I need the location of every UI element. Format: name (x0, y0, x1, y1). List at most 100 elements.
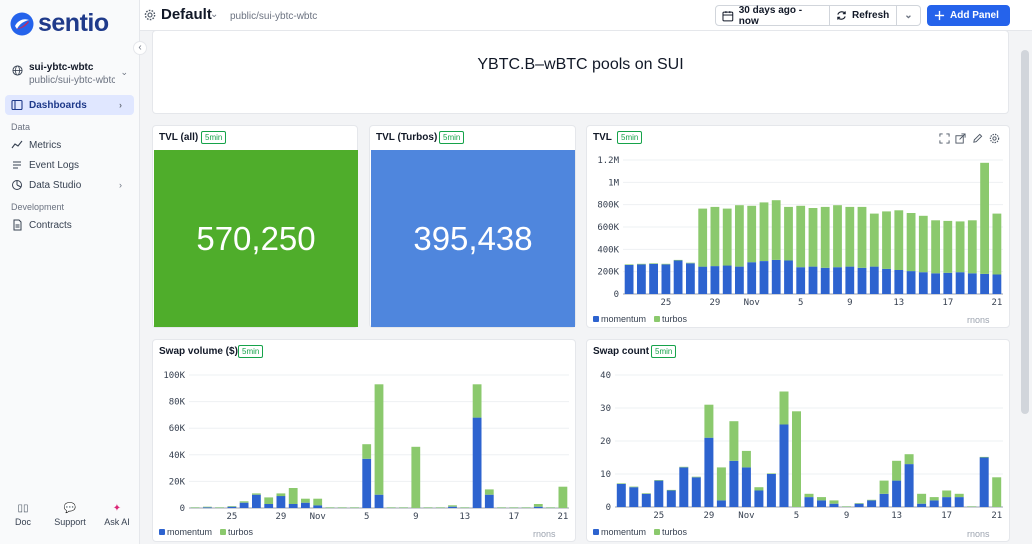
bar-turbos[interactable] (904, 454, 914, 465)
bar-turbos[interactable] (735, 205, 744, 267)
bar-momentum[interactable] (288, 504, 298, 508)
bar-turbos[interactable] (239, 501, 249, 503)
bar-momentum[interactable] (845, 266, 855, 294)
external-link-icon[interactable] (955, 133, 966, 144)
bar-momentum[interactable] (704, 437, 714, 507)
bar-turbos[interactable] (954, 493, 964, 498)
bar-momentum[interactable] (869, 266, 879, 294)
bar-turbos[interactable] (829, 500, 839, 504)
bar-turbos[interactable] (747, 205, 757, 263)
bar-momentum[interactable] (779, 424, 789, 508)
bar-momentum[interactable] (980, 273, 989, 294)
bar-momentum[interactable] (857, 267, 867, 294)
bar-turbos[interactable] (435, 507, 445, 508)
bar-momentum[interactable] (624, 265, 634, 294)
bar-momentum[interactable] (629, 487, 639, 507)
bar-turbos[interactable] (759, 202, 769, 261)
bar-turbos[interactable] (779, 391, 789, 425)
bar-momentum[interactable] (203, 507, 212, 509)
bar-turbos[interactable] (992, 213, 1002, 275)
bar-turbos[interactable] (460, 507, 470, 508)
bar-momentum[interactable] (992, 274, 1002, 295)
bar-momentum[interactable] (931, 273, 940, 294)
bar-momentum[interactable] (735, 266, 744, 294)
bar-turbos[interactable] (716, 467, 726, 501)
edit-icon[interactable] (972, 133, 983, 144)
bar-momentum[interactable] (264, 504, 274, 508)
legend-item-momentum[interactable]: momentum (593, 314, 646, 324)
bar-turbos[interactable] (771, 200, 781, 260)
bar-turbos[interactable] (929, 497, 939, 501)
bar-turbos[interactable] (448, 505, 457, 507)
bar-turbos[interactable] (729, 421, 739, 461)
bar-momentum[interactable] (710, 266, 720, 294)
bar-momentum[interactable] (882, 268, 891, 294)
bar-momentum[interactable] (817, 500, 826, 507)
bar-turbos[interactable] (691, 476, 701, 478)
legend-item-turbos[interactable]: turbos (654, 314, 687, 324)
bar-turbos[interactable] (624, 264, 634, 265)
bar-turbos[interactable] (931, 220, 940, 274)
fullscreen-icon[interactable] (939, 133, 950, 144)
bar-turbos[interactable] (796, 205, 806, 268)
bar-momentum[interactable] (698, 266, 708, 294)
bar-momentum[interactable] (641, 493, 651, 507)
bar-turbos[interactable] (190, 507, 200, 508)
collapse-sidebar-button[interactable]: ‹ (133, 41, 147, 55)
bar-turbos[interactable] (637, 263, 646, 265)
bar-turbos[interactable] (423, 507, 433, 508)
bar-momentum[interactable] (867, 500, 877, 507)
bar-turbos[interactable] (766, 473, 776, 474)
bar-turbos[interactable] (833, 205, 842, 268)
bar-momentum[interactable] (967, 273, 977, 294)
bar-momentum[interactable] (766, 474, 776, 507)
sidebar-item-event-logs[interactable]: Event Logs (5, 155, 134, 175)
bar-momentum[interactable] (227, 506, 237, 508)
refresh-interval-dropdown[interactable]: ⌄ (897, 5, 921, 26)
bar-turbos[interactable] (649, 263, 658, 264)
date-range-button[interactable]: 30 days ago - now (715, 5, 830, 27)
bar-momentum[interactable] (374, 494, 384, 508)
bar-momentum[interactable] (904, 464, 914, 507)
bar-turbos[interactable] (867, 499, 877, 501)
project-selector[interactable]: sui-ybtc-wbtc public/sui-ybtc-wbtc ⌄ (10, 60, 132, 88)
bar-turbos[interactable] (654, 480, 664, 481)
bar-momentum[interactable] (854, 503, 864, 507)
bar-momentum[interactable] (276, 496, 286, 508)
bar-momentum[interactable] (804, 497, 814, 507)
bar-turbos[interactable] (679, 466, 689, 468)
bar-turbos[interactable] (215, 507, 224, 508)
bar-turbos[interactable] (629, 486, 639, 488)
bar-momentum[interactable] (252, 494, 261, 508)
bar-turbos[interactable] (979, 456, 989, 458)
bar-turbos[interactable] (784, 206, 793, 261)
doc-button[interactable]: ▯▯ Doc (0, 503, 46, 527)
sidebar-item-metrics[interactable]: Metrics (5, 135, 134, 155)
sentio-logo[interactable]: sentio (10, 9, 109, 38)
bar-momentum[interactable] (979, 457, 989, 508)
bar-turbos[interactable] (264, 497, 274, 504)
bar-momentum[interactable] (448, 506, 457, 508)
bar-momentum[interactable] (691, 477, 701, 507)
bar-turbos[interactable] (484, 489, 494, 495)
bar-turbos[interactable] (804, 493, 814, 498)
bar-turbos[interactable] (892, 460, 902, 481)
bar-turbos[interactable] (879, 480, 889, 494)
bar-turbos[interactable] (704, 404, 714, 438)
ask-ai-button[interactable]: ✦ Ask AI (94, 503, 140, 527)
bar-turbos[interactable] (558, 486, 568, 508)
bar-momentum[interactable] (637, 264, 646, 294)
bar-momentum[interactable] (239, 502, 249, 508)
bar-turbos[interactable] (301, 498, 310, 503)
bar-momentum[interactable] (484, 494, 494, 508)
bar-turbos[interactable] (845, 206, 855, 267)
bar-turbos[interactable] (980, 162, 989, 274)
bar-turbos[interactable] (203, 506, 212, 508)
bar-momentum[interactable] (829, 503, 839, 507)
bar-momentum[interactable] (943, 272, 953, 294)
bar-turbos[interactable] (362, 444, 372, 459)
bar-momentum[interactable] (784, 260, 793, 295)
sidebar-item-data-studio[interactable]: Data Studio › (5, 175, 134, 195)
bar-turbos[interactable] (817, 497, 826, 501)
dashboard-title[interactable]: Default (161, 6, 212, 23)
